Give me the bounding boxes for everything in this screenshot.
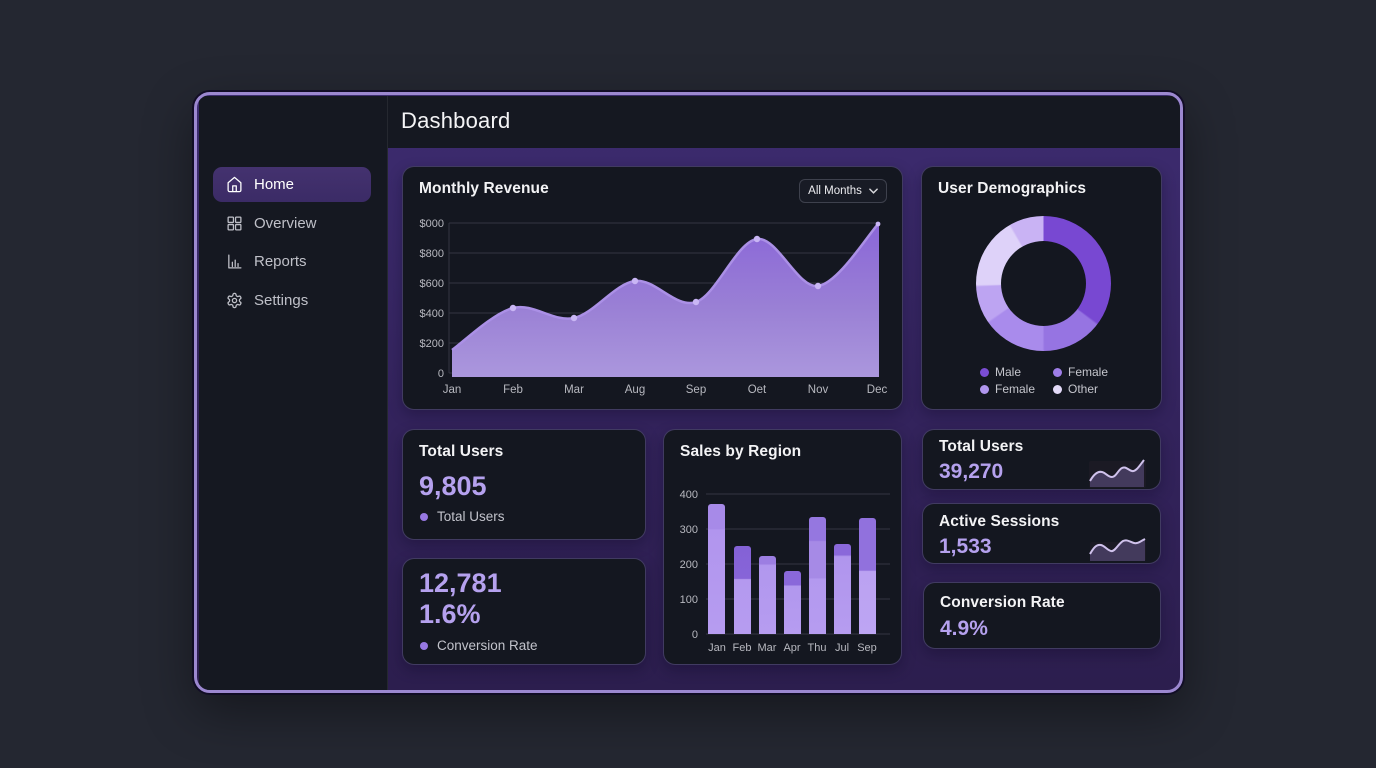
svg-text:$600: $600 [420, 278, 444, 290]
svg-text:$400: $400 [420, 308, 444, 320]
svg-text:Mar: Mar [758, 642, 777, 654]
svg-text:Sep: Sep [857, 642, 877, 654]
svg-text:300: 300 [680, 524, 698, 536]
svg-text:Thu: Thu [808, 642, 827, 654]
svg-text:Jul: Jul [835, 642, 849, 654]
svg-text:Aug: Aug [625, 384, 645, 396]
svg-text:Feb: Feb [733, 642, 752, 654]
svg-text:$200: $200 [420, 338, 444, 350]
svg-text:Nov: Nov [808, 384, 829, 396]
svg-text:Jan: Jan [708, 642, 726, 654]
svg-text:$000: $000 [420, 218, 444, 230]
svg-text:Mar: Mar [564, 384, 584, 396]
svg-text:0: 0 [438, 368, 444, 380]
svg-text:400: 400 [680, 489, 698, 501]
svg-text:$800: $800 [420, 248, 444, 260]
svg-text:200: 200 [680, 559, 698, 571]
svg-text:Oet: Oet [748, 384, 767, 396]
svg-text:Jan: Jan [443, 384, 462, 396]
svg-text:Apr: Apr [783, 642, 800, 654]
svg-text:0: 0 [692, 629, 698, 641]
svg-text:100: 100 [680, 594, 698, 606]
svg-text:Dec: Dec [867, 384, 888, 396]
svg-text:Sep: Sep [686, 384, 706, 396]
svg-text:Feb: Feb [503, 384, 523, 396]
